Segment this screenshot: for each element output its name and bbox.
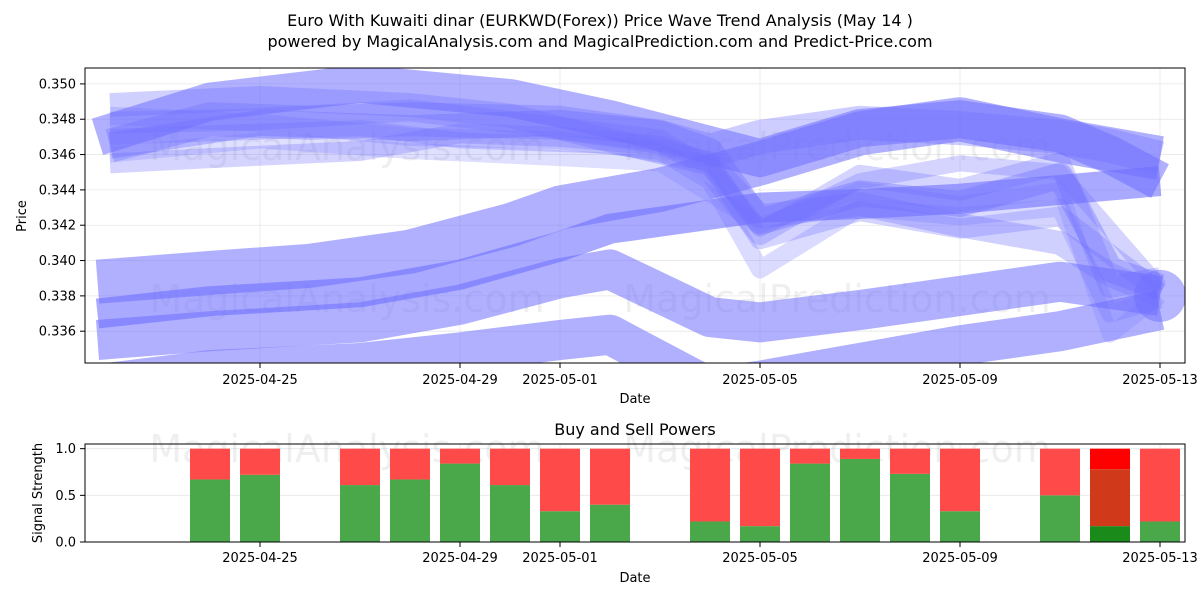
sell-bar-top (1090, 448, 1130, 470)
wave-band-11 (95, 166, 1162, 329)
sell-bar (740, 448, 780, 527)
price-y-tick-label: 0.340 (39, 254, 76, 269)
buy-bar (390, 479, 430, 542)
buy-bar (690, 521, 730, 542)
buy-bar (590, 504, 630, 542)
watermark-analysis-top: MagicalAnalysis.com (149, 125, 544, 169)
buy-bar (890, 473, 930, 542)
buy-bar (1090, 526, 1130, 542)
buy-bar (840, 458, 880, 542)
sell-bar (790, 448, 830, 464)
price-x-tick-label: 2025-04-29 (422, 373, 498, 388)
buy-bar (190, 479, 230, 542)
buy-bar (740, 526, 780, 542)
signal-x-tick-label: 2025-05-13 (1122, 551, 1198, 566)
buy-bar (240, 474, 280, 542)
buy-bar (490, 485, 530, 542)
price-wave-bands (91, 68, 1185, 363)
price-chart: MagicalAnalysis.com MagicalPrediction.co… (15, 67, 1198, 407)
signal-x-tick-label: 2025-05-01 (522, 551, 598, 566)
price-x-axis-label: Date (619, 392, 650, 407)
signal-y-ticks: 0.0 0.5 1.0 (55, 442, 85, 551)
signal-x-axis-label: Date (619, 571, 650, 586)
sell-bar (540, 448, 580, 512)
signal-x-tick-label: 2025-04-29 (422, 551, 498, 566)
sell-bar (690, 448, 730, 522)
wave-band-6 (109, 132, 1165, 343)
sell-bar (840, 448, 880, 459)
wave-band-12 (95, 249, 1163, 360)
signal-x-ticks: 2025-04-25 2025-04-29 2025-05-01 2025-05-05… (222, 542, 1198, 566)
signal-y-tick-label: 0.5 (55, 489, 76, 504)
signal-y-tick-label: 1.0 (55, 442, 76, 457)
wave-band-13 (105, 290, 1165, 363)
sell-bar (490, 448, 530, 486)
chart-subtitle: powered by MagicalAnalysis.com and Magic… (267, 32, 932, 51)
price-y-axis-label: Price (15, 200, 30, 232)
wave-end-marker (1134, 269, 1185, 322)
chart-title: Euro With Kuwaiti dinar (EURKWD(Forex)) … (287, 11, 913, 30)
sell-bar (1090, 469, 1130, 527)
price-x-tick-label: 2025-05-13 (1122, 373, 1198, 388)
sell-bar (240, 448, 280, 475)
buy-bar (790, 463, 830, 542)
price-y-tick-label: 0.346 (39, 148, 76, 163)
sell-bar (440, 448, 480, 464)
price-x-tick-label: 2025-04-25 (222, 373, 298, 388)
sell-bar (340, 448, 380, 486)
price-y-tick-label: 0.348 (39, 113, 76, 128)
price-y-ticks: 0.336 0.338 0.340 0.342 0.344 0.346 0.348 0.350 (39, 77, 85, 340)
signal-chart: Buy and Sell Powers MagicalAnalysis.com … (31, 420, 1198, 586)
sell-bar (940, 448, 980, 512)
sell-bar (1040, 448, 1080, 496)
buy-bar (340, 485, 380, 542)
sell-bar (590, 448, 630, 505)
price-plot-frame (84, 67, 1186, 364)
price-y-tick-label: 0.342 (39, 219, 76, 234)
price-x-tick-label: 2025-05-09 (922, 373, 998, 388)
watermark-prediction-bottom: MagicalPrediction.com (623, 427, 1051, 471)
sell-bar (390, 448, 430, 480)
signal-plot-frame (84, 443, 1186, 543)
signal-bars (190, 448, 1180, 542)
price-y-tick-label: 0.336 (39, 325, 76, 340)
signal-x-tick-label: 2025-04-25 (222, 551, 298, 566)
buy-bar (1040, 495, 1080, 542)
signal-x-tick-label: 2025-05-05 (722, 551, 798, 566)
buy-bar (940, 511, 980, 542)
signal-y-axis-label: Signal Strength (31, 443, 46, 543)
price-x-ticks: 2025-04-25 2025-04-29 2025-05-01 2025-05-05… (222, 363, 1198, 388)
sell-bar (1140, 448, 1180, 522)
signal-chart-title: Buy and Sell Powers (554, 420, 716, 439)
price-y-tick-label: 0.338 (39, 289, 76, 304)
price-y-tick-label: 0.350 (39, 77, 76, 92)
buy-bar (1140, 521, 1180, 542)
sell-bar (890, 448, 930, 474)
signal-x-tick-label: 2025-05-09 (922, 551, 998, 566)
price-x-tick-label: 2025-05-01 (522, 373, 598, 388)
price-x-tick-label: 2025-05-05 (722, 373, 798, 388)
price-y-tick-label: 0.344 (39, 183, 76, 198)
signal-y-tick-label: 0.0 (55, 536, 76, 551)
buy-bar (440, 463, 480, 542)
sell-bar (190, 448, 230, 480)
wave-band-10 (95, 97, 1164, 304)
buy-bar (540, 511, 580, 542)
